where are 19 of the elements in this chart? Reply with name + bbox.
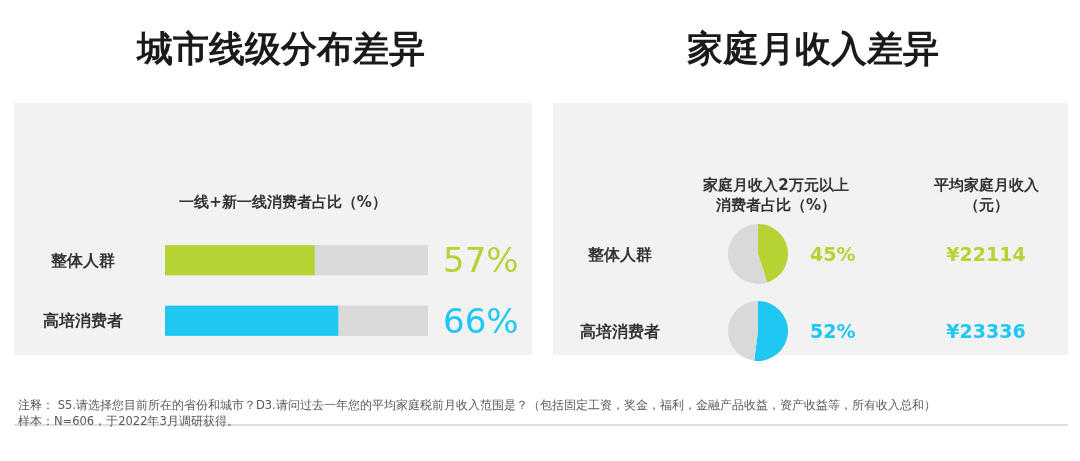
data-label: 57%: [443, 240, 519, 281]
text: 高培消费者: [580, 321, 660, 341]
pie-slice: [728, 224, 768, 284]
pie-slice: [754, 301, 788, 361]
chart-subtitle: 一线+新一线消费者占比（%）: [179, 193, 387, 211]
chart-subtitle: 家庭月收入2万元以上消费者占比（%）: [702, 176, 849, 214]
text: 整体人群: [587, 244, 652, 264]
chart-title: 城市线级分布差异: [135, 27, 425, 69]
pie-slice: [758, 224, 788, 283]
pie-slice: [728, 301, 758, 361]
text: 样本：N=606，于2022年3月调研获得。: [18, 414, 239, 428]
chart-title: 家庭月收入差异: [687, 27, 939, 69]
data-label: 52%: [810, 320, 856, 342]
data-label: ¥22114: [946, 243, 1026, 265]
text: 注释： S5.请选择您目前所在的省份和城市？D3.请问过去一年您的平均家庭税前月收入范围是？（包括固定工资，奖金，福利，金融产品收益，资产收益等，所有收入总和）: [18, 398, 936, 412]
data-label: 45%: [810, 243, 856, 265]
text: 平均家庭月收入（元）: [932, 176, 1040, 214]
data-label: 66%: [443, 300, 519, 341]
data-label: ¥23336: [946, 320, 1026, 342]
